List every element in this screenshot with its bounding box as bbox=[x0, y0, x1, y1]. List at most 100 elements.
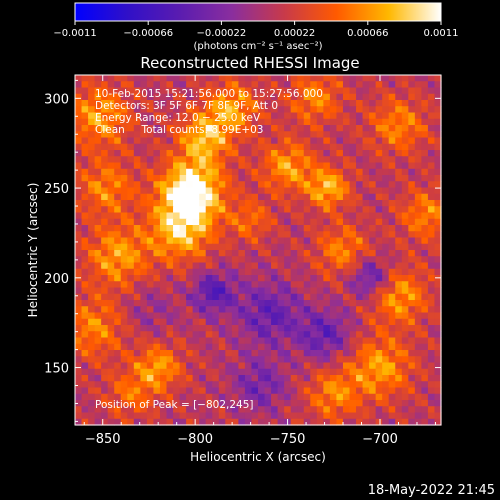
heatmap-cell bbox=[218, 312, 226, 320]
heatmap-cell bbox=[290, 125, 298, 132]
heatmap-cell bbox=[81, 231, 89, 239]
heatmap-cell bbox=[225, 256, 233, 264]
heatmap-cell bbox=[271, 268, 279, 276]
heatmap-cell bbox=[153, 243, 161, 251]
heatmap-cell bbox=[244, 87, 253, 95]
heatmap-cell bbox=[94, 362, 102, 370]
heatmap-cell bbox=[316, 187, 324, 195]
heatmap-cell bbox=[303, 331, 311, 339]
heatmap-cell bbox=[375, 275, 383, 282]
heatmap-cell bbox=[212, 406, 220, 414]
heatmap-cell bbox=[323, 181, 331, 189]
heatmap-cell bbox=[388, 262, 396, 270]
heatmap-cell bbox=[271, 275, 279, 282]
heatmap-cell bbox=[316, 237, 324, 245]
heatmap-cell bbox=[401, 387, 409, 395]
heatmap-cell bbox=[153, 393, 161, 401]
heatmap-cell bbox=[264, 75, 272, 82]
heatmap-cell bbox=[427, 187, 436, 195]
heatmap-cell bbox=[316, 331, 324, 339]
heatmap-cell bbox=[120, 393, 128, 401]
heatmap-cell bbox=[329, 243, 338, 251]
heatmap-cell bbox=[153, 350, 161, 357]
heatmap-cell bbox=[192, 312, 200, 320]
heatmap-cell bbox=[408, 168, 416, 176]
heatmap-cell bbox=[205, 250, 213, 257]
heatmap-cell bbox=[434, 225, 442, 232]
colorbar-tick-label: −0.00066 bbox=[123, 28, 173, 39]
heatmap-cell bbox=[120, 262, 128, 270]
heatmap-cell bbox=[336, 143, 344, 151]
heatmap-cell bbox=[401, 312, 409, 320]
heatmap-cell bbox=[146, 356, 155, 364]
heatmap-cell bbox=[192, 200, 200, 207]
heatmap-cell bbox=[303, 312, 311, 320]
heatmap-cell bbox=[218, 175, 226, 182]
heatmap-cell bbox=[369, 406, 377, 414]
heatmap-cell bbox=[153, 93, 161, 101]
heatmap-cell bbox=[133, 212, 141, 220]
heatmap-cell bbox=[75, 193, 83, 201]
heatmap-cell bbox=[264, 250, 272, 257]
heatmap-cell bbox=[81, 81, 89, 89]
heatmap-cell bbox=[244, 137, 253, 145]
heatmap-cell bbox=[264, 225, 272, 232]
heatmap-cell bbox=[186, 162, 194, 170]
heatmap-cell bbox=[277, 218, 285, 226]
heatmap-cell bbox=[277, 125, 285, 132]
heatmap-cell bbox=[120, 306, 128, 314]
heatmap-cell bbox=[421, 406, 429, 414]
heatmap-cell bbox=[356, 125, 364, 132]
heatmap-cell bbox=[356, 312, 364, 320]
heatmap-cell bbox=[303, 362, 311, 370]
heatmap-cell bbox=[434, 400, 442, 407]
heatmap-cell bbox=[153, 387, 161, 395]
heatmap-cell bbox=[166, 393, 174, 401]
heatmap-cell bbox=[186, 218, 194, 226]
heatmap-cell bbox=[107, 181, 115, 189]
heatmap-cell bbox=[375, 293, 383, 301]
heatmap-cell bbox=[342, 162, 351, 170]
heatmap-cell bbox=[427, 418, 436, 426]
heatmap-cell bbox=[199, 243, 207, 251]
heatmap-cell bbox=[173, 212, 181, 220]
heatmap-cell bbox=[421, 193, 429, 201]
heatmap-cell bbox=[146, 175, 155, 182]
heatmap-cell bbox=[303, 187, 311, 195]
heatmap-cell bbox=[153, 100, 161, 107]
heatmap-cell bbox=[316, 418, 324, 426]
heatmap-cell bbox=[277, 193, 285, 201]
heatmap-cell bbox=[329, 250, 338, 257]
heatmap-cell bbox=[303, 137, 311, 145]
heatmap-cell bbox=[277, 243, 285, 251]
heatmap-cell bbox=[336, 168, 344, 176]
heatmap-cell bbox=[421, 381, 429, 389]
heatmap-cell bbox=[225, 287, 233, 295]
heatmap-cell bbox=[342, 250, 351, 257]
heatmap-cell bbox=[146, 268, 155, 276]
heatmap-cell bbox=[349, 168, 357, 176]
heatmap-cell bbox=[225, 337, 233, 345]
heatmap-cell bbox=[375, 181, 383, 189]
heatmap-cell bbox=[297, 400, 305, 407]
heatmap-cell bbox=[146, 125, 155, 132]
heatmap-cell bbox=[120, 368, 128, 376]
heatmap-cell bbox=[284, 250, 292, 257]
heatmap-cell bbox=[277, 181, 285, 189]
heatmap-cell bbox=[179, 368, 187, 376]
heatmap-cell bbox=[153, 225, 161, 232]
heatmap-cell bbox=[414, 206, 422, 214]
heatmap-cell bbox=[238, 125, 246, 132]
heatmap-cell bbox=[244, 262, 253, 270]
heatmap-cell bbox=[146, 337, 155, 345]
heatmap-cell bbox=[401, 225, 409, 232]
heatmap-cell bbox=[159, 212, 168, 220]
heatmap-cell bbox=[133, 237, 141, 245]
heatmap-cell bbox=[277, 175, 285, 182]
heatmap-cell bbox=[310, 256, 318, 264]
heatmap-cell bbox=[218, 418, 226, 426]
heatmap-cell bbox=[205, 356, 213, 364]
heatmap-cell bbox=[159, 281, 168, 289]
heatmap-cell bbox=[336, 156, 344, 164]
heatmap-cell bbox=[238, 218, 246, 226]
